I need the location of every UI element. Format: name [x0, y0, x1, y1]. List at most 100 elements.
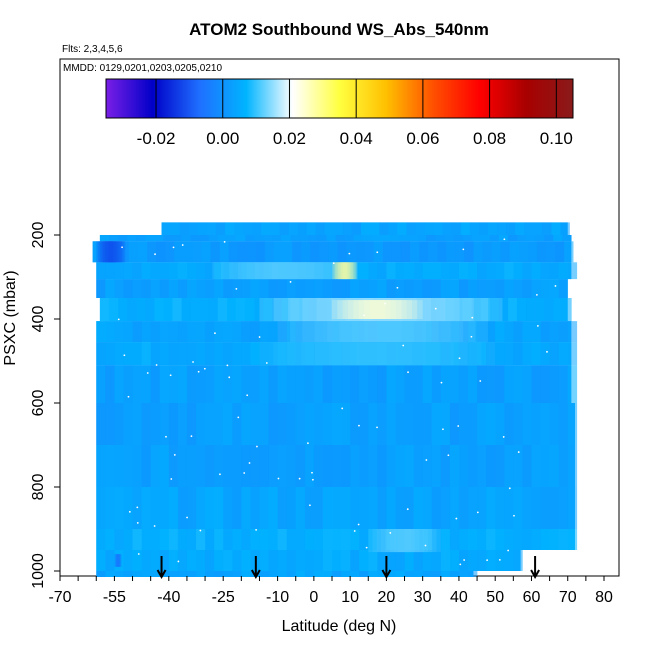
heatmap-cell — [535, 298, 545, 322]
heatmap-cell — [304, 342, 315, 366]
heatmap-cell — [440, 529, 451, 550]
sample-dot — [311, 478, 314, 481]
heatmap-cell — [341, 445, 351, 487]
flight-markers — [156, 556, 540, 580]
heatmap-cell — [477, 279, 487, 298]
heatmap-cell — [549, 321, 559, 343]
heatmap-cell — [477, 365, 487, 403]
heatmap-cell — [422, 279, 433, 298]
heatmap-cell — [304, 403, 315, 445]
heatmap-feature — [356, 342, 399, 366]
heatmap-cell — [386, 342, 396, 366]
heatmap-cell — [273, 241, 284, 263]
heatmap-cell — [350, 279, 360, 298]
heatmap-feature — [339, 262, 350, 280]
heatmap-cell — [313, 403, 324, 445]
heatmap-cell — [186, 529, 197, 550]
heatmap-feature — [116, 554, 120, 567]
heatmap-cell — [299, 235, 309, 242]
heatmap-cell — [141, 529, 151, 550]
heatmap-cell — [141, 321, 151, 343]
heatmap-cell — [449, 321, 460, 343]
heatmap-cell — [223, 403, 233, 445]
heatmap-cell — [440, 550, 451, 571]
heatmap-cell — [165, 241, 175, 263]
heatmap-cell — [161, 222, 171, 235]
heatmap-cell — [205, 571, 215, 577]
heatmap-cell — [223, 279, 233, 298]
heatmap-cell — [214, 529, 224, 550]
sample-dot — [535, 293, 538, 296]
heatmap-cell — [486, 365, 496, 403]
heatmap-cell — [228, 241, 239, 263]
heatmap-cell — [359, 571, 369, 577]
heatmap-cell — [504, 321, 514, 343]
heatmap-cell — [190, 298, 200, 322]
heatmap-cell — [263, 298, 273, 322]
heatmap-cell — [295, 342, 306, 366]
heatmap-cell — [535, 235, 545, 242]
heatmap-cell — [359, 365, 369, 403]
sample-dot — [235, 288, 238, 290]
sample-dot — [190, 435, 193, 438]
sample-dot — [536, 325, 539, 327]
heatmap-cell — [132, 445, 142, 487]
heatmap-cell — [332, 571, 342, 577]
heatmap-cell — [468, 529, 478, 550]
heatmap-cell — [255, 241, 266, 263]
heatmap-cell — [440, 571, 451, 577]
heatmap-cell — [295, 550, 306, 571]
heatmap-cell — [531, 487, 541, 529]
heatmap-cell — [123, 445, 133, 487]
heatmap-cell — [177, 321, 188, 343]
x-tick-label: 70 — [559, 589, 577, 606]
heatmap-cell — [150, 321, 161, 343]
heatmap-cell — [562, 298, 572, 322]
heatmap-cell — [350, 403, 360, 445]
heatmap-cell — [540, 342, 550, 366]
heatmap-cell — [477, 550, 487, 571]
heatmap-cell — [536, 241, 547, 263]
x-tick-label: 0 — [309, 589, 318, 606]
heatmap-cell — [486, 529, 496, 550]
heatmap-cell — [549, 487, 559, 529]
heatmap-cell — [313, 571, 324, 577]
heatmap-cell — [132, 342, 142, 366]
heatmap-cell — [379, 222, 389, 235]
heatmap-cell — [223, 342, 233, 366]
heatmap-cell — [477, 445, 487, 487]
heatmap-cell — [177, 487, 188, 529]
heatmap-cell — [141, 262, 151, 280]
heatmap-cell — [259, 365, 269, 403]
heatmap-cell — [355, 241, 365, 263]
colorbar-tick-label: 0.04 — [340, 129, 373, 148]
heatmap-cell — [295, 487, 306, 529]
heatmap-cell — [313, 262, 324, 280]
sample-dot — [517, 451, 520, 453]
colorbar-tick-label: 0.00 — [206, 129, 239, 148]
heatmap-cell — [477, 321, 487, 343]
heatmap-cell — [359, 529, 369, 550]
heatmap-cell — [468, 445, 478, 487]
heatmap-feature — [369, 300, 386, 319]
sample-dot — [223, 240, 226, 243]
heatmap-cell — [313, 279, 324, 298]
heatmap-cell — [286, 279, 297, 298]
heatmap-cell — [150, 365, 161, 403]
heatmap-cell — [110, 241, 121, 263]
heatmap-cell — [264, 241, 275, 263]
heatmap-cell — [464, 241, 474, 263]
heatmap-cell — [243, 222, 253, 235]
sample-dot — [177, 560, 180, 563]
heatmap-cell — [319, 241, 329, 263]
heatmap-cell — [449, 403, 460, 445]
heatmap-cell — [114, 403, 124, 445]
heatmap-cell — [250, 342, 260, 366]
heatmap-feature — [345, 298, 417, 322]
heatmap-cell — [531, 279, 541, 298]
heatmap-cell — [351, 222, 362, 235]
heatmap-cell — [413, 279, 423, 298]
heatmap-cell — [413, 365, 423, 403]
heatmap-cell — [477, 262, 487, 280]
